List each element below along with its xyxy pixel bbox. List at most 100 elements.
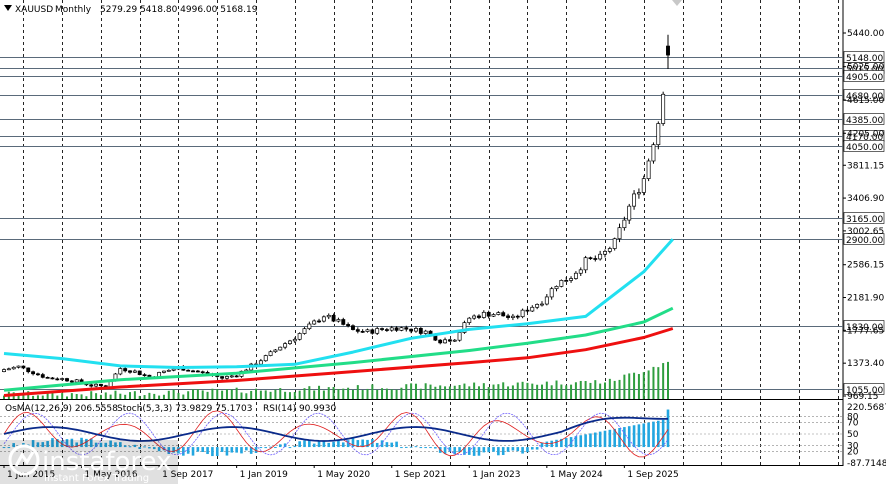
osma-bar [298,441,301,448]
osma-bar [317,441,321,448]
osma-bar [85,438,88,448]
price-tick-label: 3002.65 [847,227,884,237]
stoch-signal-line [3,412,669,456]
volume-bar [308,386,311,399]
candle-body [60,378,65,380]
osc-tick-label: 220.5687 [847,403,886,413]
osma-bar [361,439,364,448]
volume-bar [313,390,316,399]
candle-body [268,351,273,356]
volume-bar [264,390,267,399]
candle-body [598,253,603,260]
collapse-triangle-icon[interactable] [4,5,12,11]
candle-body [132,370,137,373]
volume-bar [303,388,306,399]
volume-bar [182,394,185,399]
volume-bar [463,383,466,399]
osma-bar [409,446,413,448]
volume-bar [628,373,631,399]
candle-body [641,178,646,193]
logo-icon-stroke [14,451,35,467]
volume-bar [376,389,379,399]
volume-bar [565,385,568,399]
price-tick-label: 2181.90 [847,294,884,304]
volume-bar [574,382,577,399]
candle-body [351,325,355,330]
osma-bar [545,441,549,448]
volume-bar [342,388,345,399]
osma-bar [598,431,602,448]
osma-bar [123,445,127,448]
candle-body [297,333,302,340]
candle-body [16,365,21,368]
osma-bar [225,447,229,456]
price-tick-label: 4615.00 [847,96,884,106]
level-label: 3165.00 [846,215,883,225]
osma-bar [657,420,660,448]
candle-body [394,327,399,331]
osma-bar [31,440,35,448]
osma-bar [215,447,219,456]
osma-bar [448,447,452,452]
candle-body [317,320,321,323]
date-tick-label: 1 May 2016 [85,470,138,480]
timeframe-label: Monthly [55,5,92,15]
osma-bar [419,447,423,449]
candle-body [283,343,288,348]
candle-body [520,309,525,318]
candle-body [447,339,452,342]
volume-bar [61,393,64,399]
osma-bar [12,443,15,448]
candle-body [98,383,103,387]
candle-body [544,296,549,305]
volume-bar [434,386,437,399]
osma-bar [322,440,326,448]
osma-bar [516,447,520,452]
candle-body [399,327,404,331]
shift-marker-icon[interactable] [672,0,682,6]
price-tick-label: 5440.00 [847,29,884,39]
volume-bar [550,385,553,399]
volume-bar [250,390,253,399]
candle-body [35,373,40,376]
osma-bar [274,447,277,449]
osma-bar [497,447,500,456]
osma-bar [211,447,214,457]
volume-bar [99,394,102,399]
volume-bar [36,395,39,399]
osma-bar [555,439,558,448]
osc-tick-label: 50 [847,430,859,440]
volume-bar [114,390,117,399]
volume-bar [177,392,180,399]
candle-body [564,280,569,282]
osma-bar [206,447,209,455]
osc-tick-label: 20 [847,447,859,457]
osma-bar [240,447,243,454]
candle-body [191,370,195,373]
osma-bar [414,446,418,448]
candle-body [166,369,171,372]
candle-body [55,378,60,381]
osma-bar [162,447,166,451]
candle-body [312,320,317,325]
price-tick-label: 3406.90 [847,194,884,204]
candle-body [438,339,443,344]
level-label: 4680.00 [846,92,883,102]
volume-bar [41,395,44,399]
osma-bar [395,441,398,448]
level-label: 4050.00 [846,143,883,153]
volume-bar [385,388,388,399]
candle-body [462,322,467,333]
candle-body [186,369,191,372]
candle-body [612,238,617,249]
volume-bar [511,385,514,399]
date-tick-label: 1 Sep 2025 [627,470,678,480]
level-label-box [843,113,885,125]
volume-bars [3,361,669,399]
volume-bar [381,388,384,399]
candle-body [137,370,142,376]
candle-body [6,368,11,371]
osma-bar [424,447,427,449]
